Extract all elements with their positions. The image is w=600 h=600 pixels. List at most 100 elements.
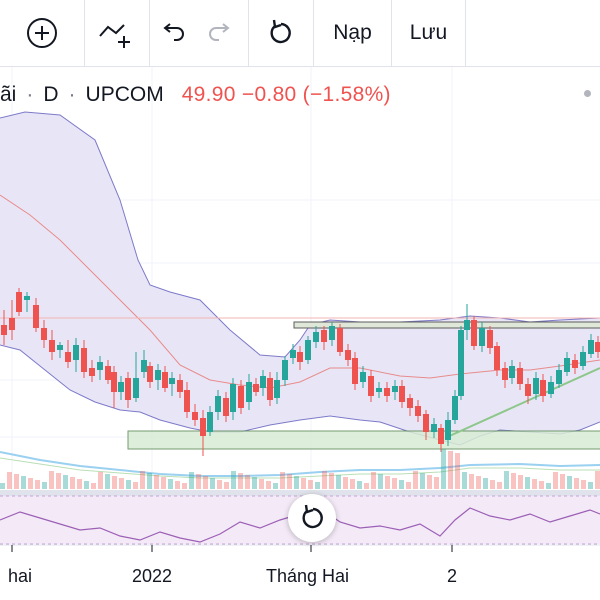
candle-body — [407, 398, 413, 408]
volume-bar — [469, 474, 474, 489]
pane-separator — [0, 490, 600, 496]
volume-bar — [567, 476, 572, 489]
volume-bar — [434, 477, 439, 489]
volume-bar — [182, 483, 187, 489]
volume-bar — [21, 476, 26, 489]
candle-body — [445, 420, 451, 440]
undo-icon — [163, 23, 184, 41]
volume-bar — [259, 479, 264, 489]
candle-body — [352, 358, 358, 384]
volume-bar — [364, 483, 369, 489]
candle-body — [321, 330, 327, 342]
volume-bar — [175, 481, 180, 489]
volume-bar — [294, 476, 299, 489]
volume-bar — [91, 483, 96, 489]
volume-bar — [504, 471, 509, 489]
candle-body — [81, 348, 87, 372]
candle-body — [215, 396, 221, 412]
volume-bar — [70, 477, 75, 489]
volume-bar — [28, 478, 33, 489]
candle-body — [97, 362, 103, 370]
volume-bar — [539, 481, 544, 489]
volume-bar — [385, 476, 390, 489]
symbol-price-change: 49.90 −0.80 (−1.58%) — [181, 83, 391, 106]
support-zone — [127, 430, 600, 450]
save-button[interactable]: Lưu — [392, 0, 466, 66]
volume-bar — [497, 482, 502, 489]
indicators-button[interactable] — [85, 0, 150, 66]
volume-bar — [476, 476, 481, 489]
candle-body — [494, 346, 500, 370]
reset-icon — [302, 504, 323, 529]
volume-bar — [203, 476, 208, 489]
candle-body — [376, 388, 382, 392]
volume-bar — [56, 473, 61, 489]
volume-bar — [245, 475, 250, 489]
volume-bar — [357, 481, 362, 489]
symbol-name[interactable]: ãi — [0, 83, 17, 106]
volume-bar — [224, 482, 229, 489]
candle-body — [337, 328, 343, 352]
volume-bar — [280, 472, 285, 489]
candle-body — [147, 366, 153, 382]
candle-body — [438, 428, 444, 444]
volume-bar — [392, 478, 397, 489]
candle-body — [141, 360, 147, 372]
volume-bar — [217, 480, 222, 489]
candle-body — [133, 378, 139, 398]
volume-bar — [63, 475, 68, 489]
volume-bar — [84, 481, 89, 489]
volume-bar — [252, 477, 257, 489]
reset-chart-button[interactable] — [249, 0, 314, 66]
volume-bar — [238, 473, 243, 489]
resistance-zone — [293, 321, 600, 329]
candle-body — [246, 382, 252, 402]
candle-body — [384, 388, 390, 396]
volume-bar — [574, 478, 579, 489]
volume-bar — [329, 473, 334, 489]
undo-button[interactable] — [150, 0, 194, 66]
redo-button[interactable] — [194, 0, 249, 66]
volume-bar — [455, 453, 460, 489]
candle-body — [9, 318, 15, 330]
candle-body — [105, 366, 111, 380]
volume-bar — [595, 471, 600, 489]
volume-bar — [448, 451, 453, 489]
candle-body — [564, 358, 570, 372]
candle-body — [329, 326, 335, 340]
xaxis-label-1: 2022 — [132, 566, 173, 586]
candle-body — [89, 368, 95, 376]
reset-scale-button[interactable] — [288, 494, 336, 542]
volume-bar — [168, 479, 173, 489]
symbol-interval[interactable]: D — [43, 83, 59, 106]
volume-bar — [371, 472, 376, 489]
volume-bar — [273, 483, 278, 489]
indicator-icon — [99, 24, 130, 48]
candle-body — [238, 386, 244, 408]
volume-bar — [77, 479, 82, 489]
volume-bar — [490, 480, 495, 489]
add-button[interactable] — [0, 0, 85, 66]
candle-body — [431, 424, 437, 432]
redo-icon — [209, 23, 230, 41]
volume-bar — [112, 476, 117, 489]
volume-bar — [119, 478, 124, 489]
bollinger-band — [0, 112, 600, 445]
trend-line — [444, 367, 600, 439]
volume-bar — [546, 483, 551, 489]
volume-bar — [420, 473, 425, 489]
status-dot — [584, 90, 591, 97]
candle-body — [423, 414, 429, 432]
volume-bar — [266, 481, 271, 489]
top-toolbar: Nạp Lưu — [0, 0, 600, 67]
volume-bar — [161, 477, 166, 489]
volume-bar — [350, 479, 355, 489]
candle-body — [41, 328, 47, 340]
volume-bar — [49, 471, 54, 489]
load-button[interactable]: Nạp — [314, 0, 392, 66]
candle-body — [399, 386, 405, 402]
volume-bar — [588, 482, 593, 489]
candle-body — [24, 296, 30, 300]
volume-bar — [581, 480, 586, 489]
